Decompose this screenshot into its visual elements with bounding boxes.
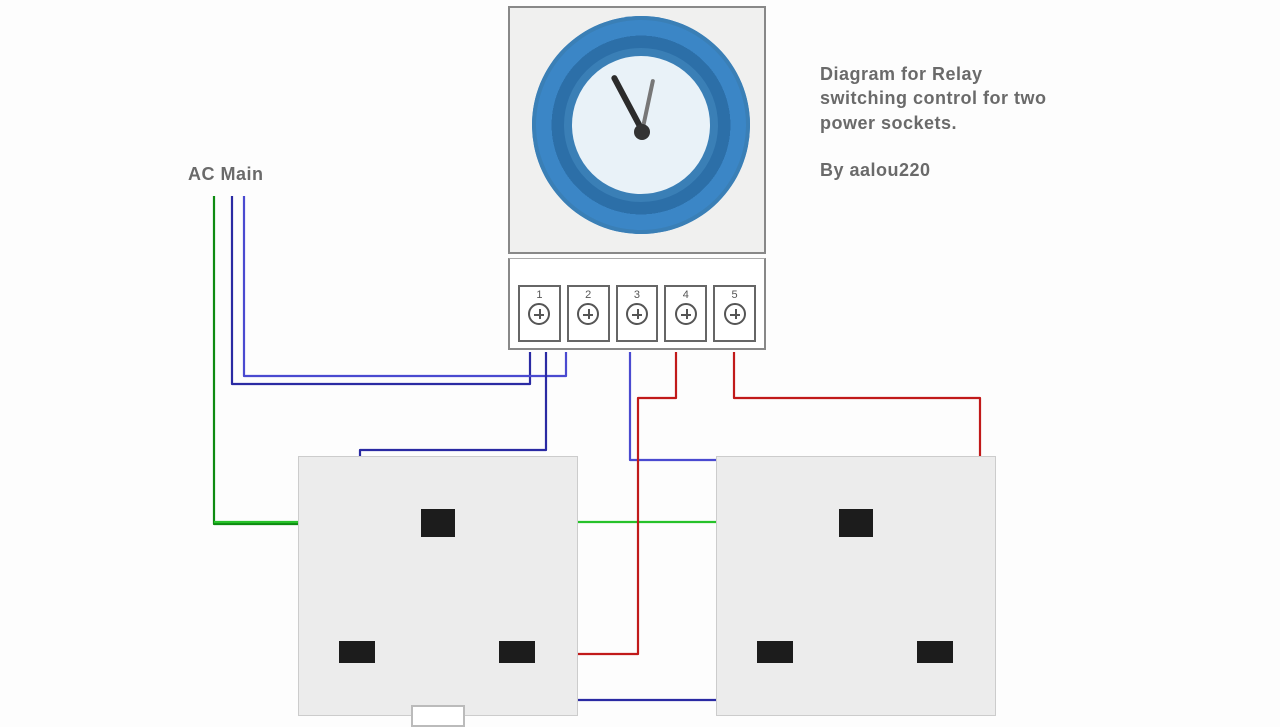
terminal-screw-icon [577,303,599,325]
terminal-4: 4 [664,285,707,342]
socket-left-earth-pin-icon [421,509,455,537]
diagram-byline: By aalou220 [820,160,931,181]
title-line-2: switching control for two [820,88,1047,108]
wiring-diagram: AC Main Diagram for Relay switching cont… [0,0,1280,720]
socket-right-live-pin-icon [757,641,793,663]
terminal-number: 1 [536,289,542,301]
terminal-1: 1 [518,285,561,342]
terminal-screw-icon [626,303,648,325]
socket-left-neutral-pin-icon [499,641,535,663]
timer-module [508,6,766,254]
terminal-3: 3 [616,285,659,342]
wire-ac-neutral-in [232,196,530,384]
terminal-screw-icon [675,303,697,325]
socket-left-fuse-icon [411,705,465,727]
socket-right-earth-pin-icon [839,509,873,537]
diagram-title: Diagram for Relay switching control for … [820,62,1080,135]
terminal-number: 4 [683,289,689,301]
terminal-number: 5 [732,289,738,301]
terminal-screw-icon [528,303,550,325]
power-socket-left [298,456,578,716]
terminal-5: 5 [713,285,756,342]
terminal-strip: 1 2 3 4 5 [508,258,766,350]
title-line-1: Diagram for Relay [820,64,983,84]
power-socket-right [716,456,996,716]
title-line-3: power sockets. [820,113,957,133]
terminal-2: 2 [567,285,610,342]
terminal-number: 3 [634,289,640,301]
terminal-screw-icon [724,303,746,325]
ac-main-label: AC Main [188,164,264,185]
terminal-number: 2 [585,289,591,301]
socket-left-live-pin-icon [339,641,375,663]
timer-hub-icon [634,124,650,140]
socket-right-neutral-pin-icon [917,641,953,663]
